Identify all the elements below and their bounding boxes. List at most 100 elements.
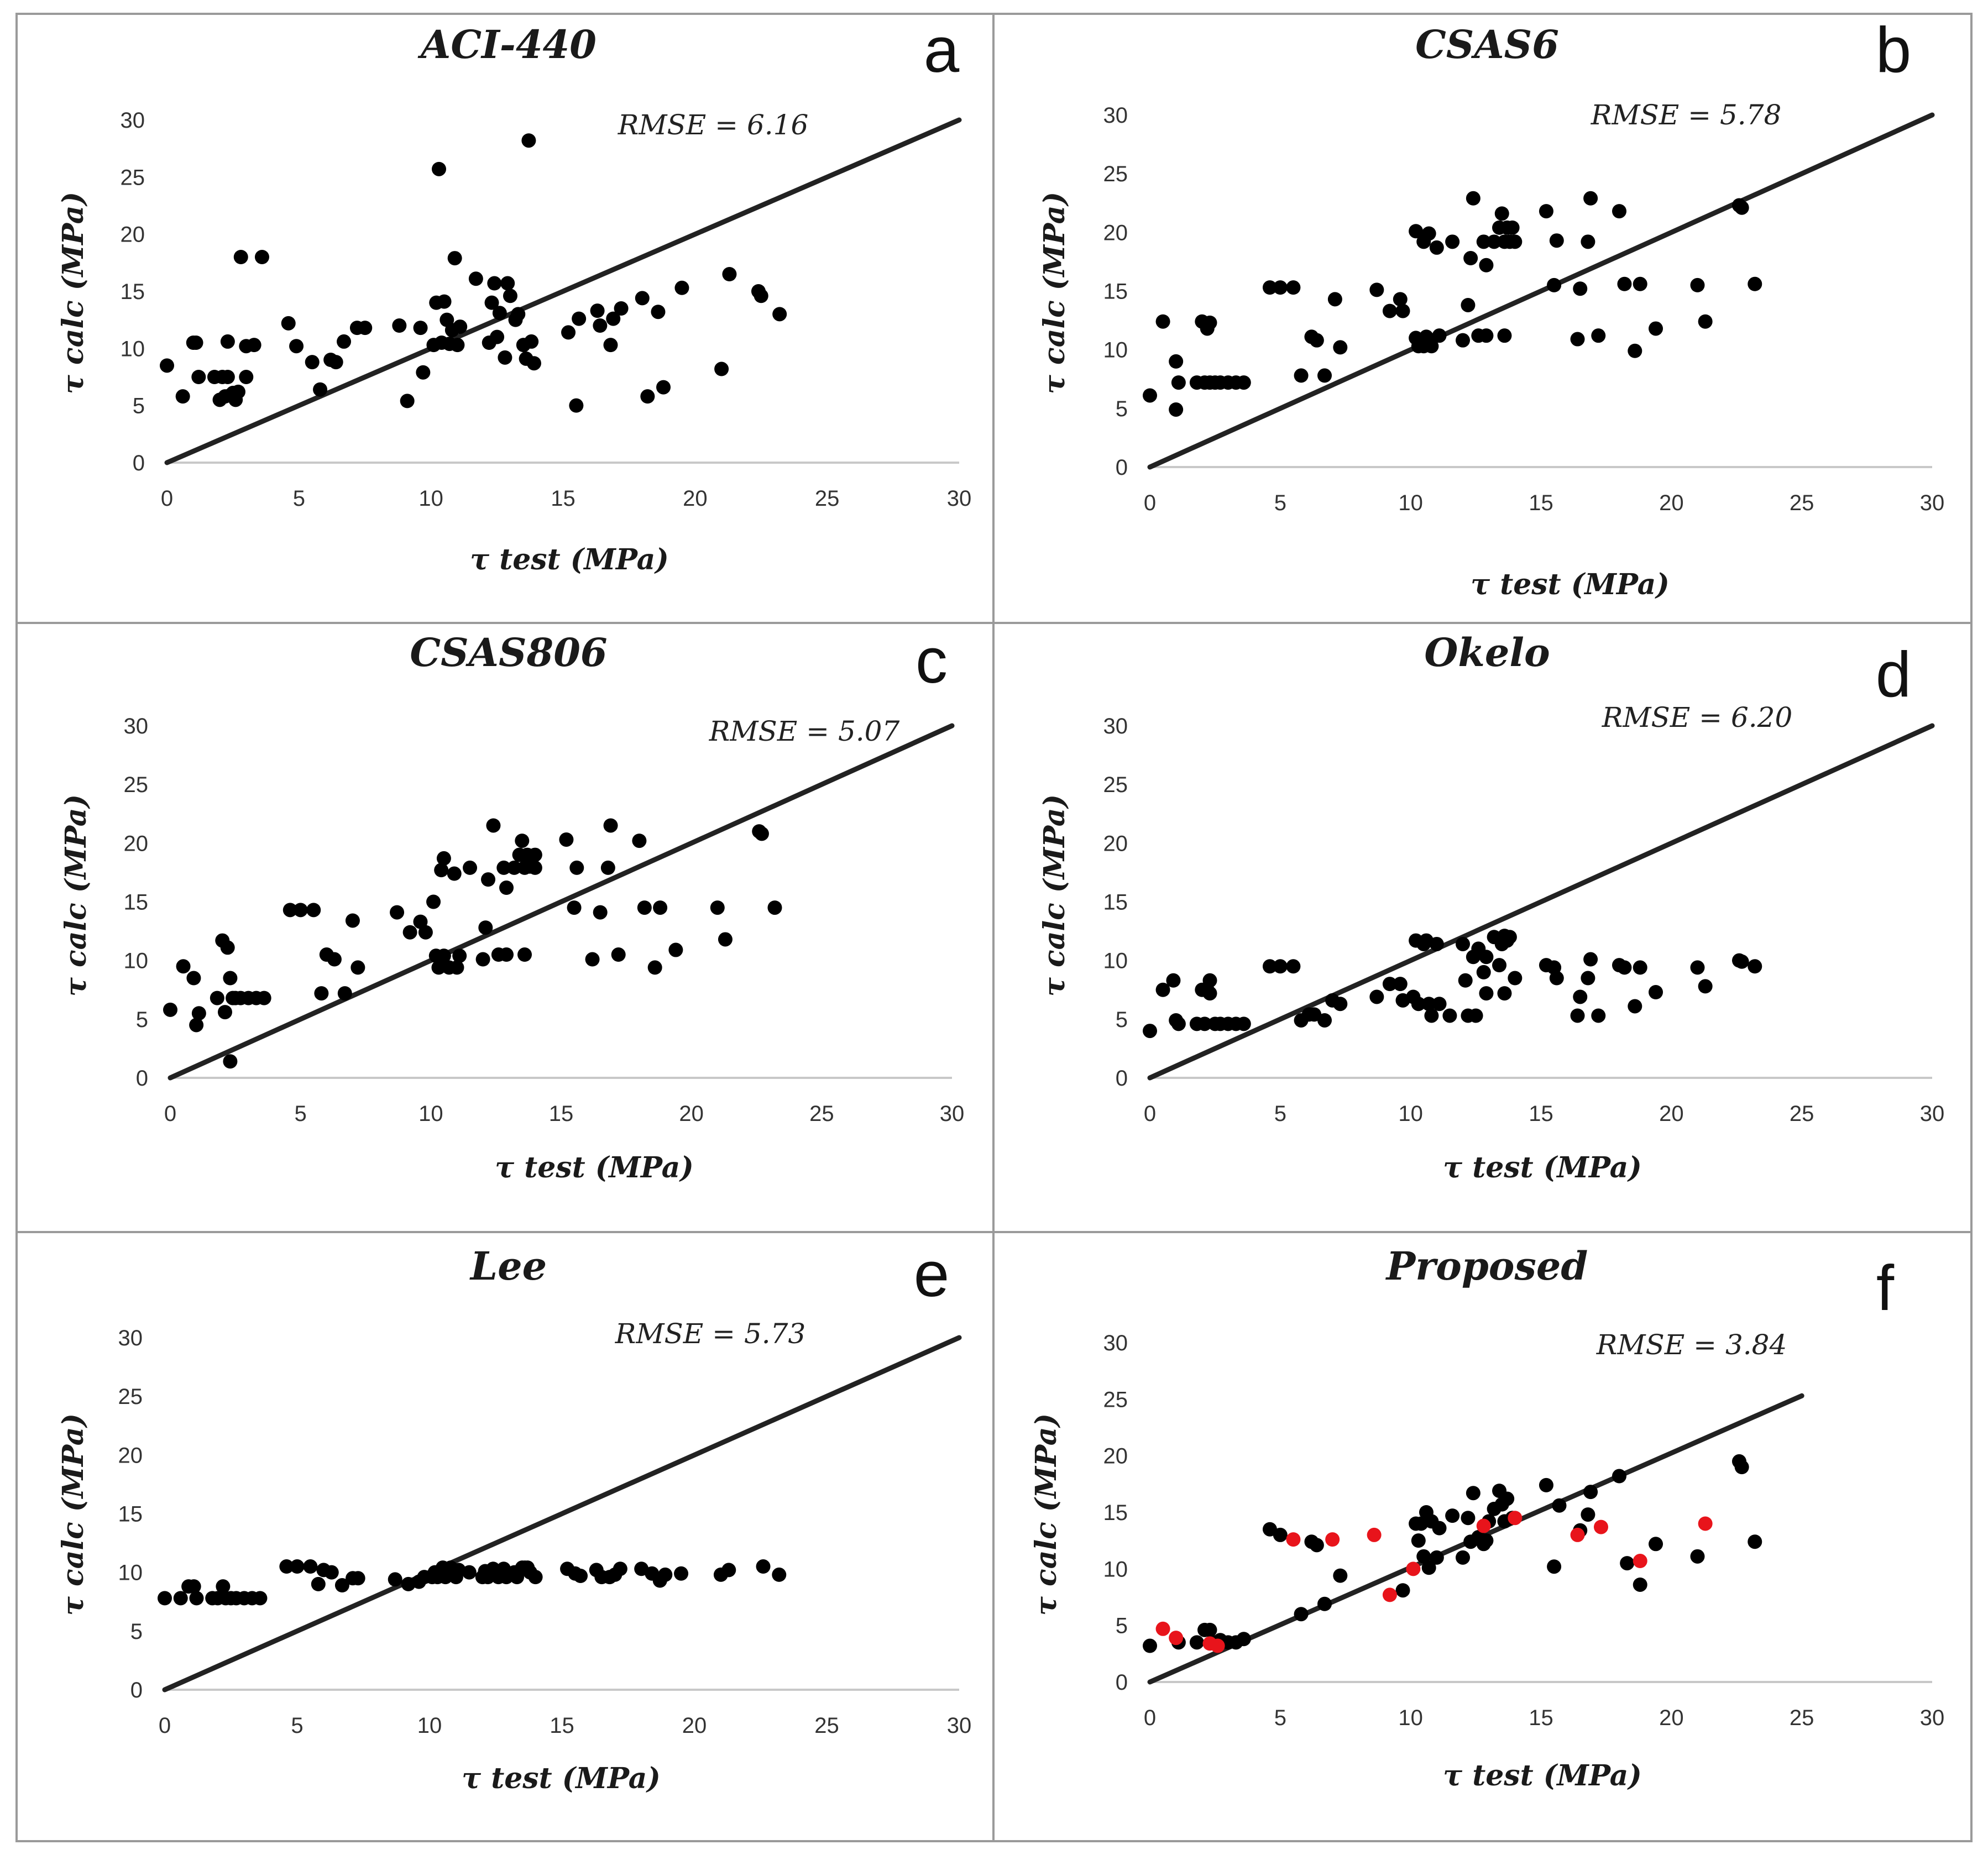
rmse-annotation: RMSE = 6.16 xyxy=(618,109,809,141)
panel-title: ACI-440 xyxy=(417,22,597,67)
x-tick-label: 0 xyxy=(164,1102,176,1126)
data-point xyxy=(1317,1596,1332,1611)
data-point xyxy=(498,350,512,365)
data-point xyxy=(324,1565,339,1580)
data-point xyxy=(416,365,431,380)
x-tick-label: 15 xyxy=(549,1102,574,1126)
data-point xyxy=(1155,314,1170,329)
data-point xyxy=(463,860,478,875)
y-tick-label: 20 xyxy=(1103,831,1128,856)
y-tick-label: 25 xyxy=(1103,1387,1128,1412)
data-point xyxy=(767,900,782,915)
panel-f: 0 5 10 15 20 25 30 0 5 10 15 20 25 30 Proposed f RMSE = … xyxy=(992,1231,1973,1842)
data-point xyxy=(1573,989,1588,1004)
panel-border xyxy=(992,1231,1973,1842)
data-point xyxy=(431,960,446,975)
data-point xyxy=(1309,333,1324,348)
data-point xyxy=(1202,986,1217,1001)
data-point xyxy=(413,321,428,336)
data-point xyxy=(1497,986,1512,1001)
data-point xyxy=(217,1005,232,1020)
data-point xyxy=(515,834,530,848)
data-point xyxy=(1286,280,1301,295)
data-point xyxy=(1633,1577,1647,1592)
data-point xyxy=(1612,204,1626,219)
x-tick-label: 20 xyxy=(682,1713,707,1738)
data-point xyxy=(1411,1533,1426,1548)
data-point xyxy=(468,271,483,286)
data-point xyxy=(640,389,655,404)
data-point xyxy=(447,866,462,881)
data-point xyxy=(163,1002,177,1017)
panel-letter: e xyxy=(914,1238,950,1310)
data-point xyxy=(559,832,574,847)
data-point xyxy=(1570,332,1585,347)
x-tick-label: 10 xyxy=(1398,1102,1423,1126)
data-point xyxy=(1698,1516,1713,1531)
x-tick-label: 30 xyxy=(947,1713,972,1738)
y-tick-label: 5 xyxy=(1116,397,1128,421)
data-point xyxy=(303,1559,318,1574)
data-point xyxy=(1583,1485,1598,1500)
y-tick-label: 15 xyxy=(121,280,145,304)
data-point xyxy=(1424,339,1439,354)
x-tick-label: 15 xyxy=(1529,491,1553,515)
data-point xyxy=(239,370,254,384)
data-point xyxy=(1432,328,1447,343)
data-point xyxy=(1476,1518,1491,1533)
data-point xyxy=(1393,977,1408,992)
data-point xyxy=(651,305,666,319)
data-point xyxy=(1382,303,1397,318)
data-point xyxy=(253,1591,268,1606)
x-tick-label: 15 xyxy=(1529,1706,1553,1730)
data-point xyxy=(603,818,618,833)
data-point xyxy=(1690,277,1705,292)
data-point xyxy=(490,329,505,344)
data-point xyxy=(1236,375,1251,390)
data-point xyxy=(1633,276,1647,291)
data-point xyxy=(186,1579,201,1594)
x-axis-label: τ test (MPa) xyxy=(1443,1759,1642,1793)
panel-letter: a xyxy=(924,14,960,86)
data-point xyxy=(450,338,465,353)
data-point xyxy=(1505,220,1520,235)
data-point xyxy=(613,1561,627,1576)
data-point xyxy=(1432,1521,1447,1536)
data-point xyxy=(293,903,308,918)
data-point xyxy=(603,338,618,353)
data-point xyxy=(1456,1550,1470,1565)
data-point xyxy=(1294,368,1309,383)
data-point xyxy=(1620,1556,1635,1571)
data-point xyxy=(1317,368,1332,383)
y-axis-label: τ calc (MPa) xyxy=(1029,1413,1063,1616)
data-point xyxy=(1463,251,1478,266)
y-tick-label: 10 xyxy=(121,337,145,361)
data-point xyxy=(1309,1538,1324,1553)
y-tick-label: 5 xyxy=(130,1620,143,1644)
data-point xyxy=(1617,960,1632,975)
y-tick-label: 20 xyxy=(124,831,149,856)
data-point xyxy=(1591,328,1606,343)
x-tick-label: 20 xyxy=(683,486,708,511)
data-point xyxy=(756,1559,771,1574)
data-point xyxy=(1286,959,1301,974)
y-tick-label: 20 xyxy=(118,1443,143,1468)
y-axis-label: τ calc (MPa) xyxy=(1038,192,1071,394)
x-tick-label: 30 xyxy=(1920,1706,1945,1730)
data-point xyxy=(569,398,584,413)
data-point xyxy=(436,851,451,866)
data-point xyxy=(1429,240,1444,255)
panel-letter: f xyxy=(1876,1252,1895,1324)
data-point xyxy=(452,949,467,963)
data-point xyxy=(1552,1498,1567,1513)
data-point xyxy=(567,900,582,915)
data-point xyxy=(1539,204,1553,219)
y-tick-label: 5 xyxy=(1116,1008,1128,1032)
data-point xyxy=(1479,328,1494,343)
reference-line xyxy=(164,117,962,465)
data-point xyxy=(216,1579,231,1594)
data-point xyxy=(191,370,206,384)
y-tick-label: 15 xyxy=(118,1502,143,1527)
x-tick-label: 25 xyxy=(815,486,840,511)
x-tick-label: 30 xyxy=(1920,491,1945,515)
